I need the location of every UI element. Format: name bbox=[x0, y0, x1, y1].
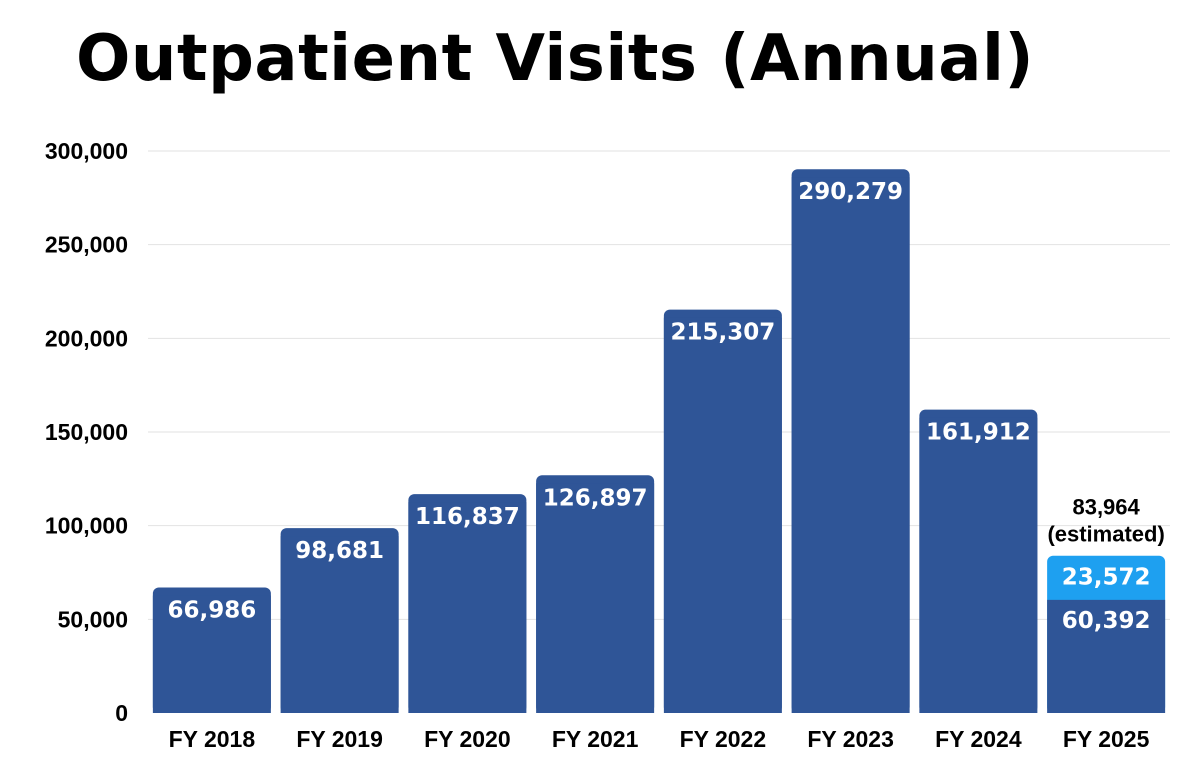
bar-base bbox=[152, 595, 271, 713]
bar-value-label: 290,279 bbox=[798, 179, 903, 205]
x-tick-label: FY 2018 bbox=[169, 726, 256, 752]
annotation-label: 83,964 bbox=[1072, 495, 1140, 520]
y-tick-label: 150,000 bbox=[45, 419, 128, 445]
annotation-label: (estimated) bbox=[1047, 522, 1164, 547]
bar-base bbox=[663, 317, 782, 713]
bar-base bbox=[919, 417, 1038, 713]
annotations: 83,964(estimated) bbox=[1047, 495, 1164, 547]
bar-value-label: 126,897 bbox=[543, 485, 648, 511]
bar bbox=[1047, 599, 1166, 713]
bar-value-label: 60,392 bbox=[1062, 608, 1151, 634]
bar-value-label: 98,681 bbox=[295, 538, 384, 564]
bar-base bbox=[280, 536, 399, 713]
bars: 66,986 98,681 116,837 126,897 215,307 290,279… bbox=[152, 169, 1166, 713]
x-tick-label: FY 2024 bbox=[935, 726, 1022, 752]
bar-base bbox=[791, 177, 910, 713]
y-tick-label: 0 bbox=[115, 700, 128, 726]
x-tick-label: FY 2022 bbox=[680, 726, 767, 752]
y-tick-label: 300,000 bbox=[45, 138, 128, 164]
x-tick-label: FY 2023 bbox=[807, 726, 894, 752]
y-tick-label: 200,000 bbox=[45, 325, 128, 351]
bar-value-label: 66,986 bbox=[167, 598, 256, 624]
bar-value-label: 161,912 bbox=[926, 420, 1031, 446]
y-tick-label: 50,000 bbox=[58, 606, 128, 632]
bar-value-label: 215,307 bbox=[670, 320, 775, 346]
bar-base bbox=[408, 502, 527, 713]
bar-value-label: 23,572 bbox=[1062, 565, 1151, 591]
y-axis-ticks: 0 50,000 100,000 150,000 200,000 250,000 300,0… bbox=[45, 138, 128, 726]
y-tick-label: 100,000 bbox=[45, 513, 128, 539]
y-tick-label: 250,000 bbox=[45, 232, 128, 258]
bar-value-label: 116,837 bbox=[415, 504, 520, 530]
bar-base bbox=[536, 483, 655, 713]
x-axis-ticks: FY 2018 FY 2019 FY 2020 FY 2021 FY 2022 FY 20… bbox=[169, 726, 1150, 752]
x-tick-label: FY 2019 bbox=[296, 726, 383, 752]
x-tick-label: FY 2021 bbox=[552, 726, 639, 752]
x-tick-label: FY 2020 bbox=[424, 726, 511, 752]
chart-title: Outpatient Visits (Annual) bbox=[76, 22, 1035, 96]
x-tick-label: FY 2025 bbox=[1063, 726, 1150, 752]
